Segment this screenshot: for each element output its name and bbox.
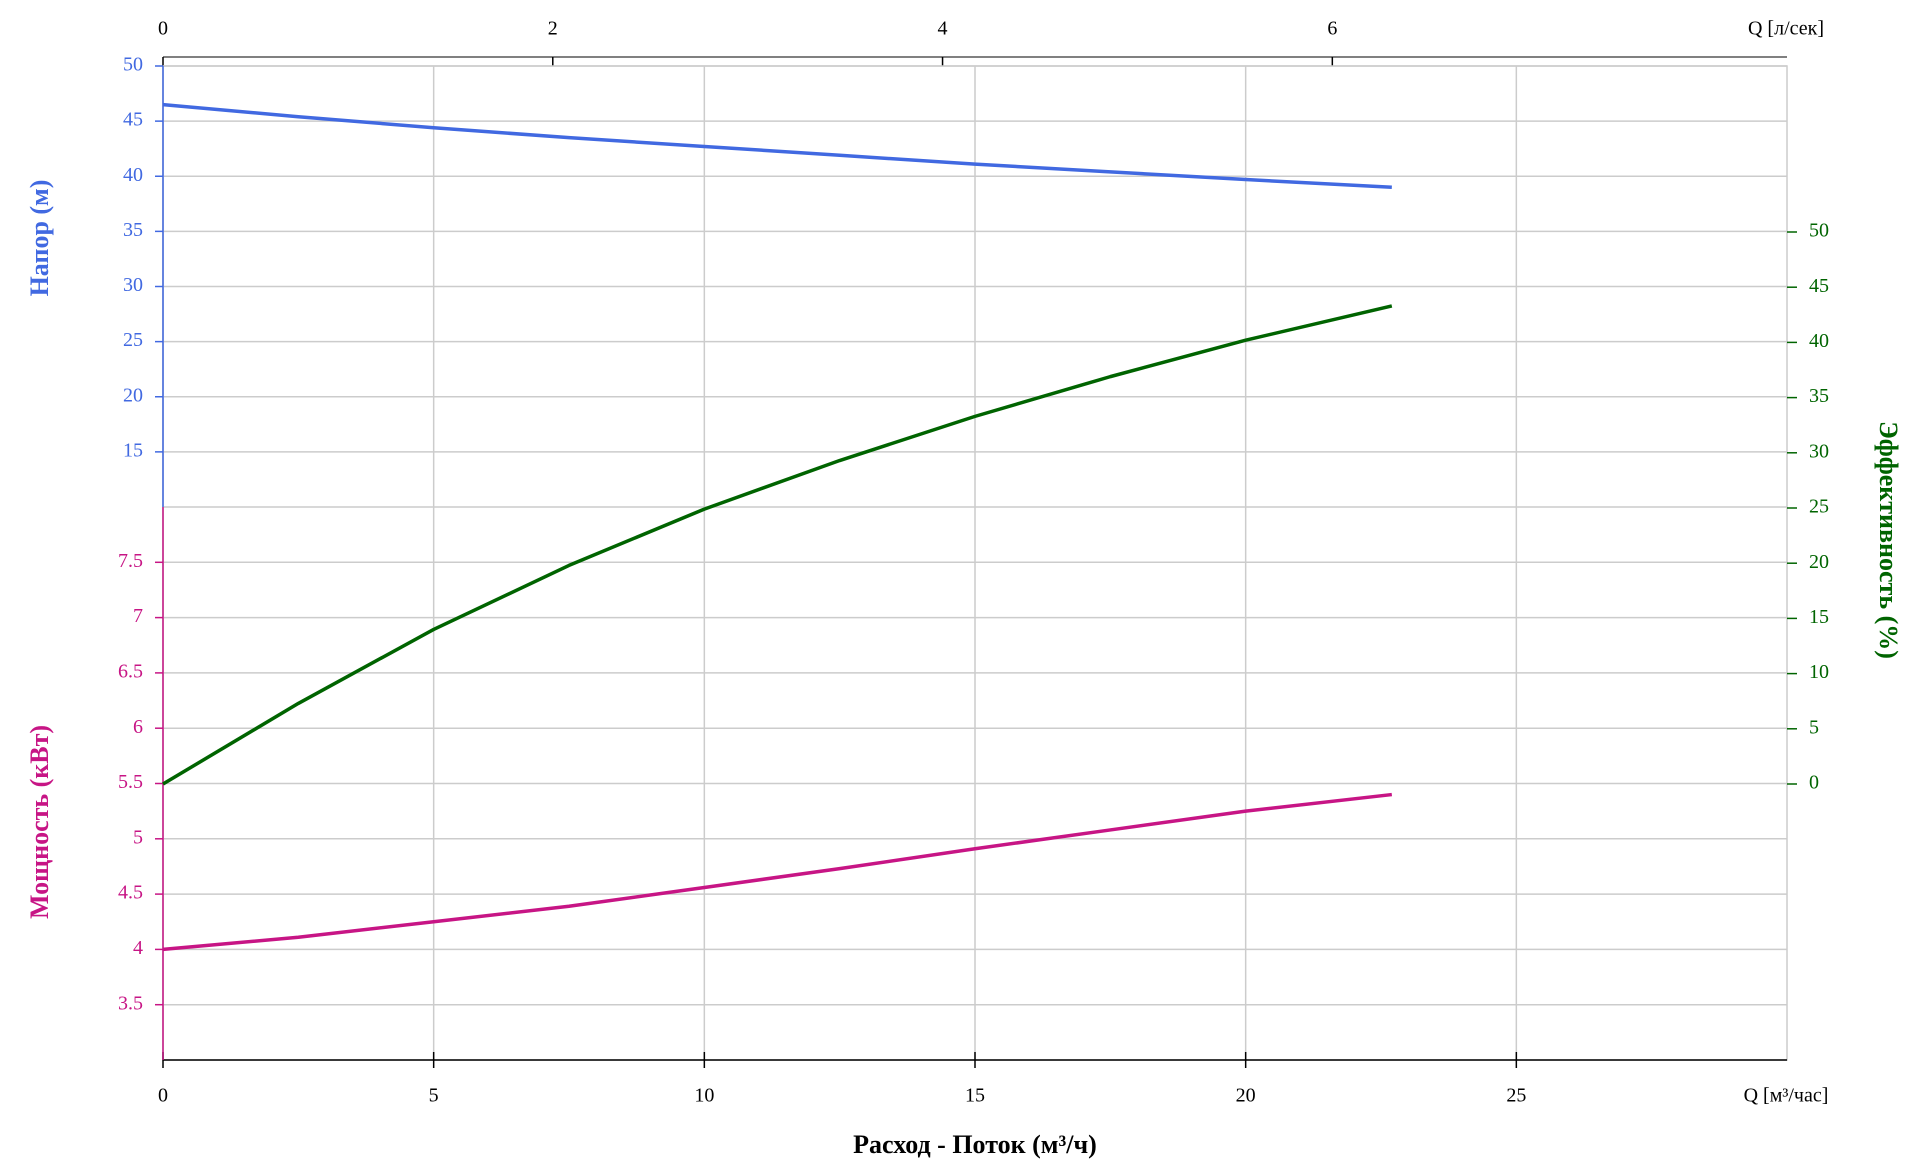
x-tick-label: 15 [965,1085,985,1107]
x2-tick-label: 2 [548,18,558,40]
series-line [162,792,1393,952]
y2-tick-label: 15 [1809,606,1829,628]
x2-unit-label: Q [л/сек] [1748,18,1824,40]
x2-tick-label: 6 [1327,18,1337,40]
y2-tick-label: 35 [1809,385,1829,407]
y2-tick-label: 30 [1809,440,1829,462]
x-tick-label: 0 [158,1085,168,1107]
series-line [162,304,1393,786]
y3-tick-label: 5.5 [118,771,143,793]
y-tick-label: 30 [123,274,143,296]
y3-tick-label: 7 [133,605,143,627]
y-tick-label: 20 [123,384,143,406]
y-tick-label: 15 [123,439,143,461]
y3-tick-label: 4.5 [118,882,143,904]
x-tick-label: 5 [429,1085,439,1107]
y2-tick-label: 25 [1809,496,1829,518]
y2-axis-title: Эффективность (%) [1874,421,1903,659]
x-axis-title: Расход - Поток (м³/ч) [853,1130,1097,1159]
x2-tick-label: 4 [938,18,948,40]
x2-tick-label: 0 [158,18,168,40]
y-axis-title: Напор (м) [25,180,54,297]
y2-tick-label: 10 [1809,661,1829,683]
y3-tick-label: 3.5 [118,992,143,1014]
y-tick-label: 50 [123,54,143,76]
y2-tick-label: 50 [1809,220,1829,242]
series-line [162,102,1392,190]
y3-tick-label: 5 [133,826,143,848]
x-tick-label: 25 [1506,1085,1526,1107]
y-tick-label: 45 [123,109,143,131]
y-tick-label: 25 [123,329,143,351]
y3-tick-label: 7.5 [118,550,143,572]
x-unit-label: Q [м³/час] [1744,1085,1829,1107]
y2-tick-label: 45 [1809,275,1829,297]
y-tick-label: 35 [123,219,143,241]
y2-tick-label: 0 [1809,772,1819,794]
y2-tick-label: 20 [1809,551,1829,573]
y3-tick-label: 6.5 [118,660,143,682]
y3-tick-label: 4 [133,937,143,959]
x-tick-label: 10 [694,1085,714,1107]
y3-tick-label: 6 [133,716,143,738]
y3-axis-title: Мощность (кВт) [25,725,54,919]
x-tick-label: 20 [1236,1085,1256,1107]
y2-tick-label: 5 [1809,716,1819,738]
y2-tick-label: 40 [1809,330,1829,352]
y-tick-label: 40 [123,164,143,186]
